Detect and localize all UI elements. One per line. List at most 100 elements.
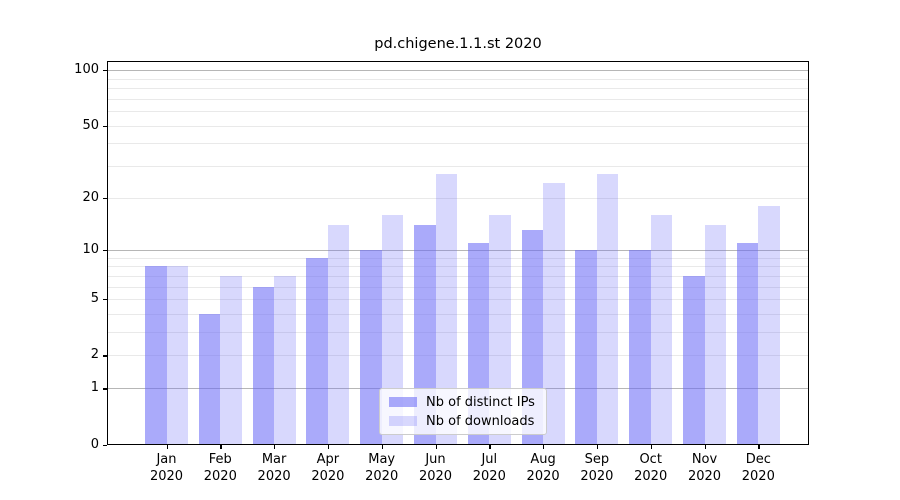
y-tick-label: 10 bbox=[82, 241, 99, 257]
bar-mar-distinct-ips bbox=[252, 286, 275, 445]
x-tick-mark bbox=[435, 444, 437, 449]
month-label: Sep bbox=[584, 452, 610, 467]
y-tick-mark bbox=[103, 249, 107, 252]
minor-gridline bbox=[107, 111, 809, 112]
bar-sep-downloads bbox=[596, 174, 619, 445]
y-tick-label: 100 bbox=[74, 62, 99, 78]
y-tick-mark bbox=[103, 388, 107, 390]
bar-may-downloads bbox=[381, 214, 404, 445]
bar-aug-downloads bbox=[543, 183, 565, 445]
month-label: May bbox=[368, 452, 396, 467]
y-tick-label: 2 bbox=[90, 347, 99, 363]
minor-gridline bbox=[107, 125, 809, 127]
month-label: Nov bbox=[691, 452, 718, 467]
year-label: 2020 bbox=[311, 468, 345, 484]
x-tick-label-jun: Jun 2020 bbox=[406, 452, 466, 485]
bar-feb-downloads bbox=[220, 275, 242, 445]
bar-dec-downloads bbox=[758, 205, 780, 445]
x-tick-mark bbox=[166, 444, 168, 449]
minor-gridline bbox=[107, 355, 809, 357]
bar-jul-downloads bbox=[489, 214, 511, 445]
legend: Nb of distinct IPs Nb of downloads bbox=[379, 388, 547, 435]
y-tick-mark bbox=[103, 125, 107, 127]
x-tick-mark bbox=[327, 444, 330, 449]
year-label: 2020 bbox=[149, 468, 184, 484]
bar-jun-downloads bbox=[435, 174, 457, 445]
year-label: 2020 bbox=[741, 468, 775, 484]
major-gridline bbox=[107, 249, 809, 251]
x-tick-label-aug: Aug 2020 bbox=[513, 452, 573, 485]
month-label: Jan bbox=[156, 452, 177, 467]
x-tick-mark bbox=[489, 444, 491, 449]
minor-gridline bbox=[107, 197, 809, 199]
bar-feb-distinct-ips bbox=[198, 313, 221, 445]
year-label: 2020 bbox=[526, 468, 560, 484]
bar-sep-distinct-ips bbox=[575, 249, 597, 445]
minor-gridline bbox=[107, 275, 809, 277]
year-label: 2020 bbox=[418, 468, 453, 484]
x-tick-label-apr: Apr 2020 bbox=[298, 452, 358, 485]
minor-gridline bbox=[107, 332, 809, 334]
legend-label-distinct-ips: Nb of distinct IPs bbox=[426, 394, 535, 410]
major-gridline bbox=[107, 70, 809, 72]
y-tick-label: 1 bbox=[90, 380, 99, 396]
y-tick-label: 50 bbox=[82, 117, 99, 133]
x-tick-mark bbox=[704, 444, 706, 449]
minor-gridline bbox=[107, 257, 809, 259]
minor-gridline bbox=[107, 299, 809, 301]
bar-mar-downloads bbox=[274, 275, 296, 445]
x-tick-label-dec: Dec 2020 bbox=[728, 452, 788, 485]
bar-nov-downloads bbox=[704, 224, 726, 445]
month-label: Oct bbox=[639, 452, 662, 467]
minor-gridline bbox=[107, 143, 809, 145]
x-tick-label-feb: Feb 2020 bbox=[190, 452, 250, 485]
bar-dec-distinct-ips bbox=[736, 242, 759, 445]
year-label: 2020 bbox=[634, 468, 668, 484]
bar-apr-distinct-ips bbox=[306, 257, 328, 445]
y-tick-mark bbox=[103, 197, 107, 199]
legend-item-distinct-ips: Nb of distinct IPs bbox=[389, 395, 537, 410]
y-tick-mark bbox=[103, 355, 107, 357]
x-tick-label-jul: Jul 2020 bbox=[459, 452, 519, 485]
bar-jan-distinct-ips bbox=[145, 266, 167, 445]
legend-swatch-downloads bbox=[389, 416, 417, 426]
month-label: Feb bbox=[208, 452, 232, 467]
bar-nov-distinct-ips bbox=[683, 275, 705, 445]
minor-gridline bbox=[107, 88, 809, 89]
year-label: 2020 bbox=[203, 468, 237, 484]
month-label: Apr bbox=[316, 452, 340, 467]
year-label: 2020 bbox=[472, 468, 506, 484]
x-tick-mark bbox=[758, 444, 760, 449]
y-tick-mark bbox=[103, 70, 107, 72]
year-label: 2020 bbox=[687, 468, 722, 484]
bar-jan-downloads bbox=[166, 266, 188, 445]
minor-gridline bbox=[107, 313, 809, 315]
minor-gridline bbox=[107, 266, 809, 268]
bar-may-distinct-ips bbox=[360, 249, 382, 445]
chart-title: pd.chigene.1.1.st 2020 bbox=[374, 36, 542, 52]
minor-gridline bbox=[107, 78, 809, 80]
x-tick-mark bbox=[274, 444, 276, 449]
legend-label-downloads: Nb of downloads bbox=[426, 413, 535, 429]
month-label: Jun bbox=[425, 452, 446, 467]
year-label: 2020 bbox=[580, 468, 614, 484]
month-label: Jul bbox=[481, 452, 498, 467]
x-tick-mark bbox=[596, 444, 599, 449]
legend-swatch-distinct-ips bbox=[389, 397, 417, 407]
x-tick-label-mar: Mar 2020 bbox=[244, 452, 304, 485]
y-tick-label: 0 bbox=[90, 436, 99, 452]
y-tick-mark bbox=[103, 444, 107, 446]
bar-oct-distinct-ips bbox=[629, 249, 651, 445]
x-tick-mark bbox=[543, 444, 545, 449]
month-label: Mar bbox=[261, 452, 287, 467]
x-tick-label-sep: Sep 2020 bbox=[567, 452, 627, 485]
x-tick-label-nov: Nov 2020 bbox=[675, 452, 735, 485]
y-tick-label: 5 bbox=[90, 291, 99, 307]
x-tick-mark bbox=[650, 444, 652, 449]
x-tick-mark bbox=[220, 444, 222, 449]
legend-item-downloads: Nb of downloads bbox=[389, 414, 537, 429]
x-tick-label-oct: Oct 2020 bbox=[621, 452, 681, 485]
month-label: Aug bbox=[530, 452, 556, 467]
year-label: 2020 bbox=[257, 468, 291, 484]
